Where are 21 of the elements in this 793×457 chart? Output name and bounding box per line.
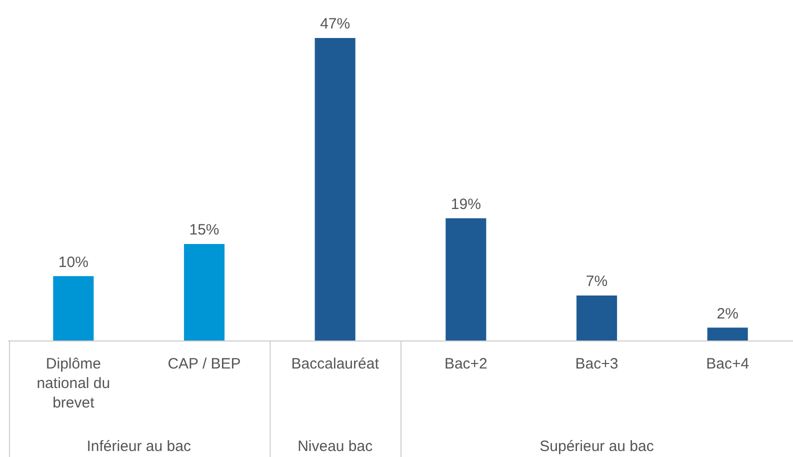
data-label: 2% bbox=[716, 305, 738, 322]
bar bbox=[446, 218, 486, 340]
x-tick-label: Baccalauréat bbox=[291, 355, 380, 372]
bar bbox=[707, 328, 748, 340]
data-label: 10% bbox=[58, 254, 88, 271]
bar bbox=[53, 276, 94, 340]
data-label: 7% bbox=[586, 273, 608, 290]
data-label: 19% bbox=[450, 196, 481, 213]
x-tick-label: CAP / BEP bbox=[168, 355, 241, 372]
text: Inférieur au bac bbox=[86, 438, 192, 455]
x-tick-label: Diplôme national du brevet bbox=[36, 355, 110, 412]
data-label: 15% bbox=[189, 222, 220, 239]
x-tick-label: Bac+2 bbox=[444, 355, 488, 372]
data-label: 47% bbox=[320, 16, 350, 33]
text: Niveau bac bbox=[298, 438, 374, 455]
x-tick-label: Bac+4 bbox=[706, 355, 750, 372]
bar bbox=[576, 295, 618, 340]
text: Supérieur au bac bbox=[540, 438, 654, 455]
x-tick-label: Bac+3 bbox=[575, 355, 618, 372]
bar bbox=[184, 244, 225, 340]
bar bbox=[314, 38, 356, 340]
